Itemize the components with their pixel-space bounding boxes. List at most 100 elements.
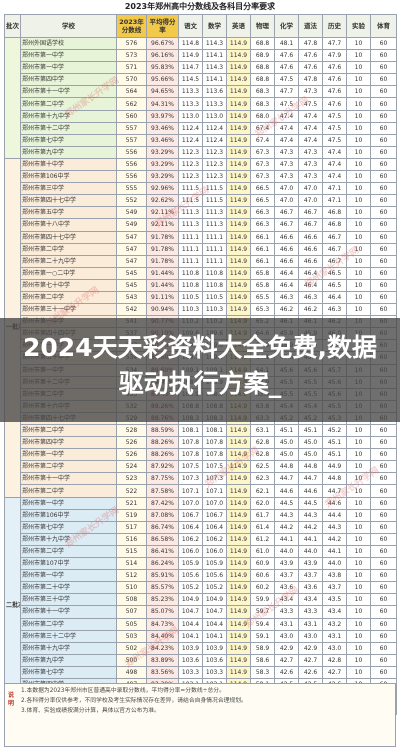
- overlay-banner: [0, 318, 400, 422]
- table-row: 郑州市第106中学 519 87.08% 106.7 106.7 114.9 61.7 44.…: [5, 508, 397, 522]
- subject-score-cell: 10: [346, 85, 371, 99]
- subject-score-cell: 10: [346, 593, 371, 607]
- subject-score-cell: 46.7: [274, 206, 299, 220]
- subject-score-cell: 47.4: [298, 109, 323, 123]
- table-row: 郑州市第四中学 570 95.66% 114.5 114.1 114.9 68.8 47.5 4…: [5, 73, 397, 87]
- subject-score-cell: 114.9: [226, 593, 251, 607]
- subject-score-cell: 108.1: [202, 423, 227, 438]
- subject-score-cell: 43.4: [298, 593, 323, 607]
- subject-score-cell: 107.8: [178, 448, 203, 462]
- subject-score-cell: 43.7: [298, 569, 323, 583]
- cutoff-score-cell: 522: [116, 484, 147, 498]
- school-name-cell: 郑州市第九中学: [20, 653, 117, 667]
- subject-score-cell: 60: [370, 194, 397, 208]
- subject-score-cell: 44.2: [274, 520, 299, 534]
- subject-score-cell: 47.5: [322, 109, 347, 123]
- school-name-cell: 郑州市第十一中学: [20, 472, 117, 486]
- subject-score-cell: 103.3: [202, 665, 227, 679]
- cutoff-score-cell: 549: [116, 206, 147, 220]
- subject-score-cell: 46.8: [322, 218, 347, 232]
- average-rate-cell: 83.56%: [146, 665, 179, 679]
- subject-score-cell: 47.6: [298, 61, 323, 75]
- subject-score-cell: 43.7: [274, 569, 299, 583]
- subject-score-cell: 111.1: [202, 230, 227, 244]
- subject-score-cell: 10: [346, 182, 371, 196]
- subject-score-cell: 47.4: [274, 133, 299, 147]
- subject-score-cell: 105.6: [202, 569, 227, 583]
- subject-score-cell: 114.9: [226, 145, 251, 159]
- subject-score-cell: 111.3: [178, 218, 203, 232]
- cutoff-score-cell: 562: [116, 97, 147, 111]
- column-header: 历史: [322, 14, 347, 38]
- subject-score-cell: 10: [346, 290, 371, 305]
- school-name-cell: 郑州市第四十七中学: [20, 194, 117, 208]
- cutoff-score-cell: 526: [116, 436, 147, 450]
- subject-score-cell: 111.1: [178, 254, 203, 268]
- subject-score-cell: 43.3: [298, 605, 323, 619]
- subject-score-cell: 10: [346, 206, 371, 220]
- average-rate-cell: 87.08%: [146, 508, 179, 522]
- table-row: 郑州市第三十一中学 542 90.94% 110.3 110.3 114.9 65.3 46.…: [5, 303, 397, 317]
- subject-score-cell: 10: [346, 653, 371, 667]
- table-row: 郑州市第二十中学 510 85.57% 105.2 105.2 114.9 60.2 43.6…: [5, 581, 397, 595]
- column-header: 数学: [202, 14, 227, 38]
- subject-score-cell: 108.1: [178, 423, 203, 438]
- cutoff-score-cell: 526: [116, 448, 147, 462]
- subject-score-cell: 114.9: [226, 629, 251, 643]
- subject-score-cell: 112.4: [178, 121, 203, 135]
- subject-score-cell: 47.6: [322, 85, 347, 99]
- table-row: 郑州市第一中学 571 95.83% 114.7 114.3 114.9 68.8 47.6 4…: [5, 61, 397, 75]
- banner-headline: 2024天天彩资料大全免费,数据驱动执行方案_: [22, 333, 378, 398]
- subject-score-cell: 68.9: [250, 49, 275, 63]
- school-name-cell: 郑州市第二中学: [20, 290, 117, 305]
- subject-score-cell: 114.9: [226, 218, 251, 232]
- subject-score-cell: 110.5: [178, 290, 203, 305]
- subject-score-cell: 60: [370, 218, 397, 232]
- subject-score-cell: 60: [370, 36, 397, 51]
- subject-score-cell: 10: [346, 61, 371, 75]
- subject-score-cell: 47.6: [298, 49, 323, 63]
- subject-score-cell: 111.3: [202, 218, 227, 232]
- subject-score-cell: 107.0: [202, 496, 227, 510]
- average-rate-cell: 93.46%: [146, 133, 179, 147]
- subject-score-cell: 60: [370, 206, 397, 220]
- subject-score-cell: 114.9: [226, 49, 251, 63]
- subject-score-cell: 68.8: [250, 73, 275, 87]
- cutoff-score-cell: 545: [116, 278, 147, 292]
- subject-score-cell: 42.7: [298, 653, 323, 667]
- subject-score-cell: 48.1: [274, 36, 299, 51]
- subject-score-cell: 106.2: [178, 532, 203, 546]
- subject-score-cell: 114.9: [226, 133, 251, 147]
- subject-score-cell: 59.1: [250, 629, 275, 643]
- subject-score-cell: 60: [370, 641, 397, 655]
- subject-score-cell: 60: [370, 629, 397, 643]
- subject-score-cell: 60: [370, 653, 397, 667]
- subject-score-cell: 44.7: [274, 472, 299, 486]
- subject-score-cell: 114.9: [226, 508, 251, 522]
- subject-score-cell: 114.9: [226, 157, 251, 172]
- subject-score-cell: 47.3: [274, 170, 299, 184]
- school-name-cell: 郑州市第十八中学: [20, 218, 117, 232]
- subject-score-cell: 43.9: [298, 557, 323, 571]
- table-row: 郑州市第二中学 547 91.78% 111.1 111.1 114.9 66.1 46.6 4…: [5, 242, 397, 256]
- subject-score-cell: 107.8: [202, 436, 227, 450]
- subject-score-cell: 114.9: [178, 49, 203, 63]
- table-row: 郑州市第二中学 515 86.41% 106.0 106.0 114.9 61.0 44.0 4…: [5, 544, 397, 559]
- subject-score-cell: 68.3: [250, 97, 275, 111]
- subject-score-cell: 45.1: [274, 423, 299, 438]
- average-rate-cell: 93.29%: [146, 170, 179, 184]
- school-name-cell: 郑州市第十九中学: [20, 641, 117, 655]
- table-row: 郑州市第五中学 549 92.11% 111.3 111.3 114.9 66.3 46.7 4…: [5, 206, 397, 220]
- subject-score-cell: 47.3: [274, 145, 299, 159]
- subject-score-cell: 114.9: [226, 290, 251, 305]
- table-row: 郑州市第107中学 514 86.24% 105.9 105.9 114.9 60.9 43.…: [5, 557, 397, 571]
- average-rate-cell: 87.42%: [146, 496, 179, 510]
- subject-score-cell: 44.5: [298, 496, 323, 510]
- subject-score-cell: 114.9: [226, 242, 251, 256]
- subject-score-cell: 60: [370, 557, 397, 571]
- subject-score-cell: 60: [370, 581, 397, 595]
- subject-score-cell: 62.3: [250, 472, 275, 486]
- school-name-cell: 郑州外国语学校: [20, 36, 117, 51]
- subject-score-cell: 44.5: [274, 496, 299, 510]
- school-name-cell: 郑州市第四中学: [20, 436, 117, 450]
